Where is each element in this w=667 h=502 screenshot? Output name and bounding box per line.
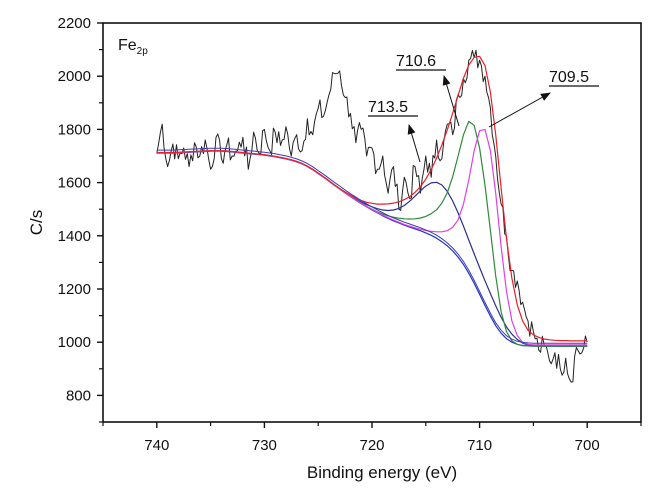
x-tick-label: 700 bbox=[575, 437, 600, 454]
x-tick-label: 720 bbox=[359, 437, 384, 454]
y-tick-label: 800 bbox=[66, 387, 91, 404]
annotation-label: 713.5 bbox=[368, 99, 408, 116]
y-tick-label: 2200 bbox=[58, 15, 91, 32]
annotation-label: 709.5 bbox=[549, 69, 589, 86]
series-baseline-offset bbox=[156, 147, 588, 344]
annotation-arrow bbox=[488, 92, 551, 128]
annotation-label: 710.6 bbox=[396, 53, 436, 70]
series-raw bbox=[156, 49, 588, 383]
panel-label-sub: 2p bbox=[137, 46, 149, 57]
panel-label-main: Fe bbox=[118, 37, 137, 54]
x-tick-label: 710 bbox=[467, 437, 492, 454]
annotation-layer: 710.6 709.5 713.5 bbox=[368, 53, 599, 163]
series-peak-709.5 bbox=[156, 128, 588, 346]
series-layer bbox=[156, 49, 588, 383]
series-peak-713.5 bbox=[156, 150, 588, 347]
y-tick-label: 1000 bbox=[58, 334, 91, 351]
series-baseline bbox=[156, 150, 588, 347]
x-axis-title: Binding energy (eV) bbox=[307, 463, 457, 482]
x-tick-label: 730 bbox=[252, 437, 277, 454]
y-tick-label: 1600 bbox=[58, 175, 91, 192]
annotation-arrow bbox=[407, 124, 421, 163]
y-tick-label: 1800 bbox=[58, 121, 91, 138]
y-tick-label: 2000 bbox=[58, 68, 91, 85]
y-tick-label: 1400 bbox=[58, 228, 91, 245]
series-envelope bbox=[156, 55, 588, 342]
x-tick-label: 740 bbox=[144, 437, 169, 454]
annotation-arrow bbox=[442, 75, 460, 127]
ticks-layer: 800 1000 1200 1400 1600 1800 2000 2200 740 730 720… bbox=[58, 15, 642, 454]
y-axis-title: C/s bbox=[27, 210, 46, 236]
panel-label: Fe2p bbox=[118, 37, 148, 57]
y-tick-label: 1200 bbox=[58, 281, 91, 298]
